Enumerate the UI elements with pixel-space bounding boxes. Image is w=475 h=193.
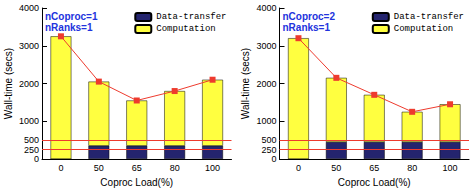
svg-text:nRanks=1: nRanks=1 xyxy=(283,22,331,33)
svg-text:3000: 3000 xyxy=(19,41,39,51)
svg-text:nCoproc=2: nCoproc=2 xyxy=(283,11,336,22)
svg-text:2000: 2000 xyxy=(19,79,39,89)
svg-text:250: 250 xyxy=(261,145,276,155)
svg-text:Coproc Load(%): Coproc Load(%) xyxy=(100,177,173,188)
svg-text:0: 0 xyxy=(34,154,39,164)
svg-text:Coproc Load(%): Coproc Load(%) xyxy=(338,177,411,188)
svg-text:Wall-time (secs): Wall-time (secs) xyxy=(3,48,14,119)
svg-text:500: 500 xyxy=(261,135,276,145)
svg-text:100: 100 xyxy=(443,163,458,173)
svg-text:4000: 4000 xyxy=(256,3,276,13)
svg-text:0: 0 xyxy=(58,163,63,173)
svg-text:1000: 1000 xyxy=(256,116,276,126)
svg-text:0: 0 xyxy=(271,154,276,164)
svg-text:65: 65 xyxy=(369,163,379,173)
svg-text:Data-transfer: Data-transfer xyxy=(156,12,226,22)
svg-text:nRanks=1: nRanks=1 xyxy=(45,22,93,33)
svg-text:80: 80 xyxy=(407,163,417,173)
svg-text:65: 65 xyxy=(132,163,142,173)
svg-text:Computation: Computation xyxy=(394,24,453,34)
svg-text:Wall-time (secs): Wall-time (secs) xyxy=(240,48,251,119)
svg-text:Data-transfer: Data-transfer xyxy=(394,12,464,22)
svg-text:50: 50 xyxy=(331,163,341,173)
svg-text:500: 500 xyxy=(24,135,39,145)
svg-text:2000: 2000 xyxy=(256,79,276,89)
svg-text:4000: 4000 xyxy=(19,3,39,13)
svg-text:nCoproc=1: nCoproc=1 xyxy=(45,11,98,22)
svg-text:80: 80 xyxy=(170,163,180,173)
svg-text:3000: 3000 xyxy=(256,41,276,51)
svg-text:100: 100 xyxy=(205,163,220,173)
svg-text:Computation: Computation xyxy=(156,24,215,34)
svg-text:50: 50 xyxy=(94,163,104,173)
svg-text:0: 0 xyxy=(296,163,301,173)
svg-text:1000: 1000 xyxy=(19,116,39,126)
svg-text:250: 250 xyxy=(24,145,39,155)
